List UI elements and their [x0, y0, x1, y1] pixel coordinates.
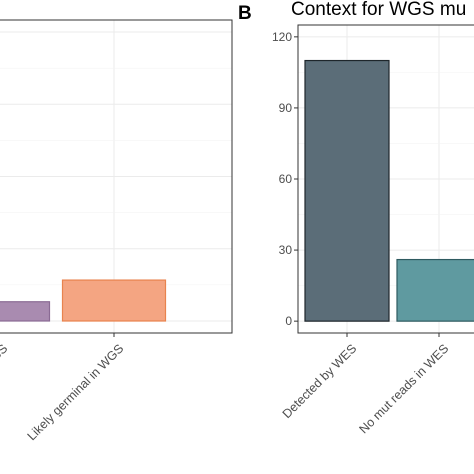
panel-a-bars [0, 279, 167, 322]
panel-b-y-tick-label: 0 [285, 314, 292, 328]
panel-b-bar [396, 258, 474, 322]
panel-b-bars [304, 59, 474, 322]
panel-b-title: Context for WGS mu [291, 0, 466, 20]
panel-b-y-tick-label: 60 [279, 172, 293, 186]
panel-b-letter: B [238, 3, 252, 24]
panel-a-bar [61, 279, 167, 322]
panel-a-frame [0, 19, 233, 334]
panel-b-y-ticks: 0 30 60 90 120 [272, 30, 298, 328]
panel-b-bar [304, 59, 390, 322]
panel-b-y-tick-label: 30 [279, 243, 293, 257]
panel-a-bar [0, 301, 51, 322]
panel-b-y-tick-label: 90 [279, 101, 293, 115]
panel-b-y-tick-label: 120 [272, 30, 292, 44]
